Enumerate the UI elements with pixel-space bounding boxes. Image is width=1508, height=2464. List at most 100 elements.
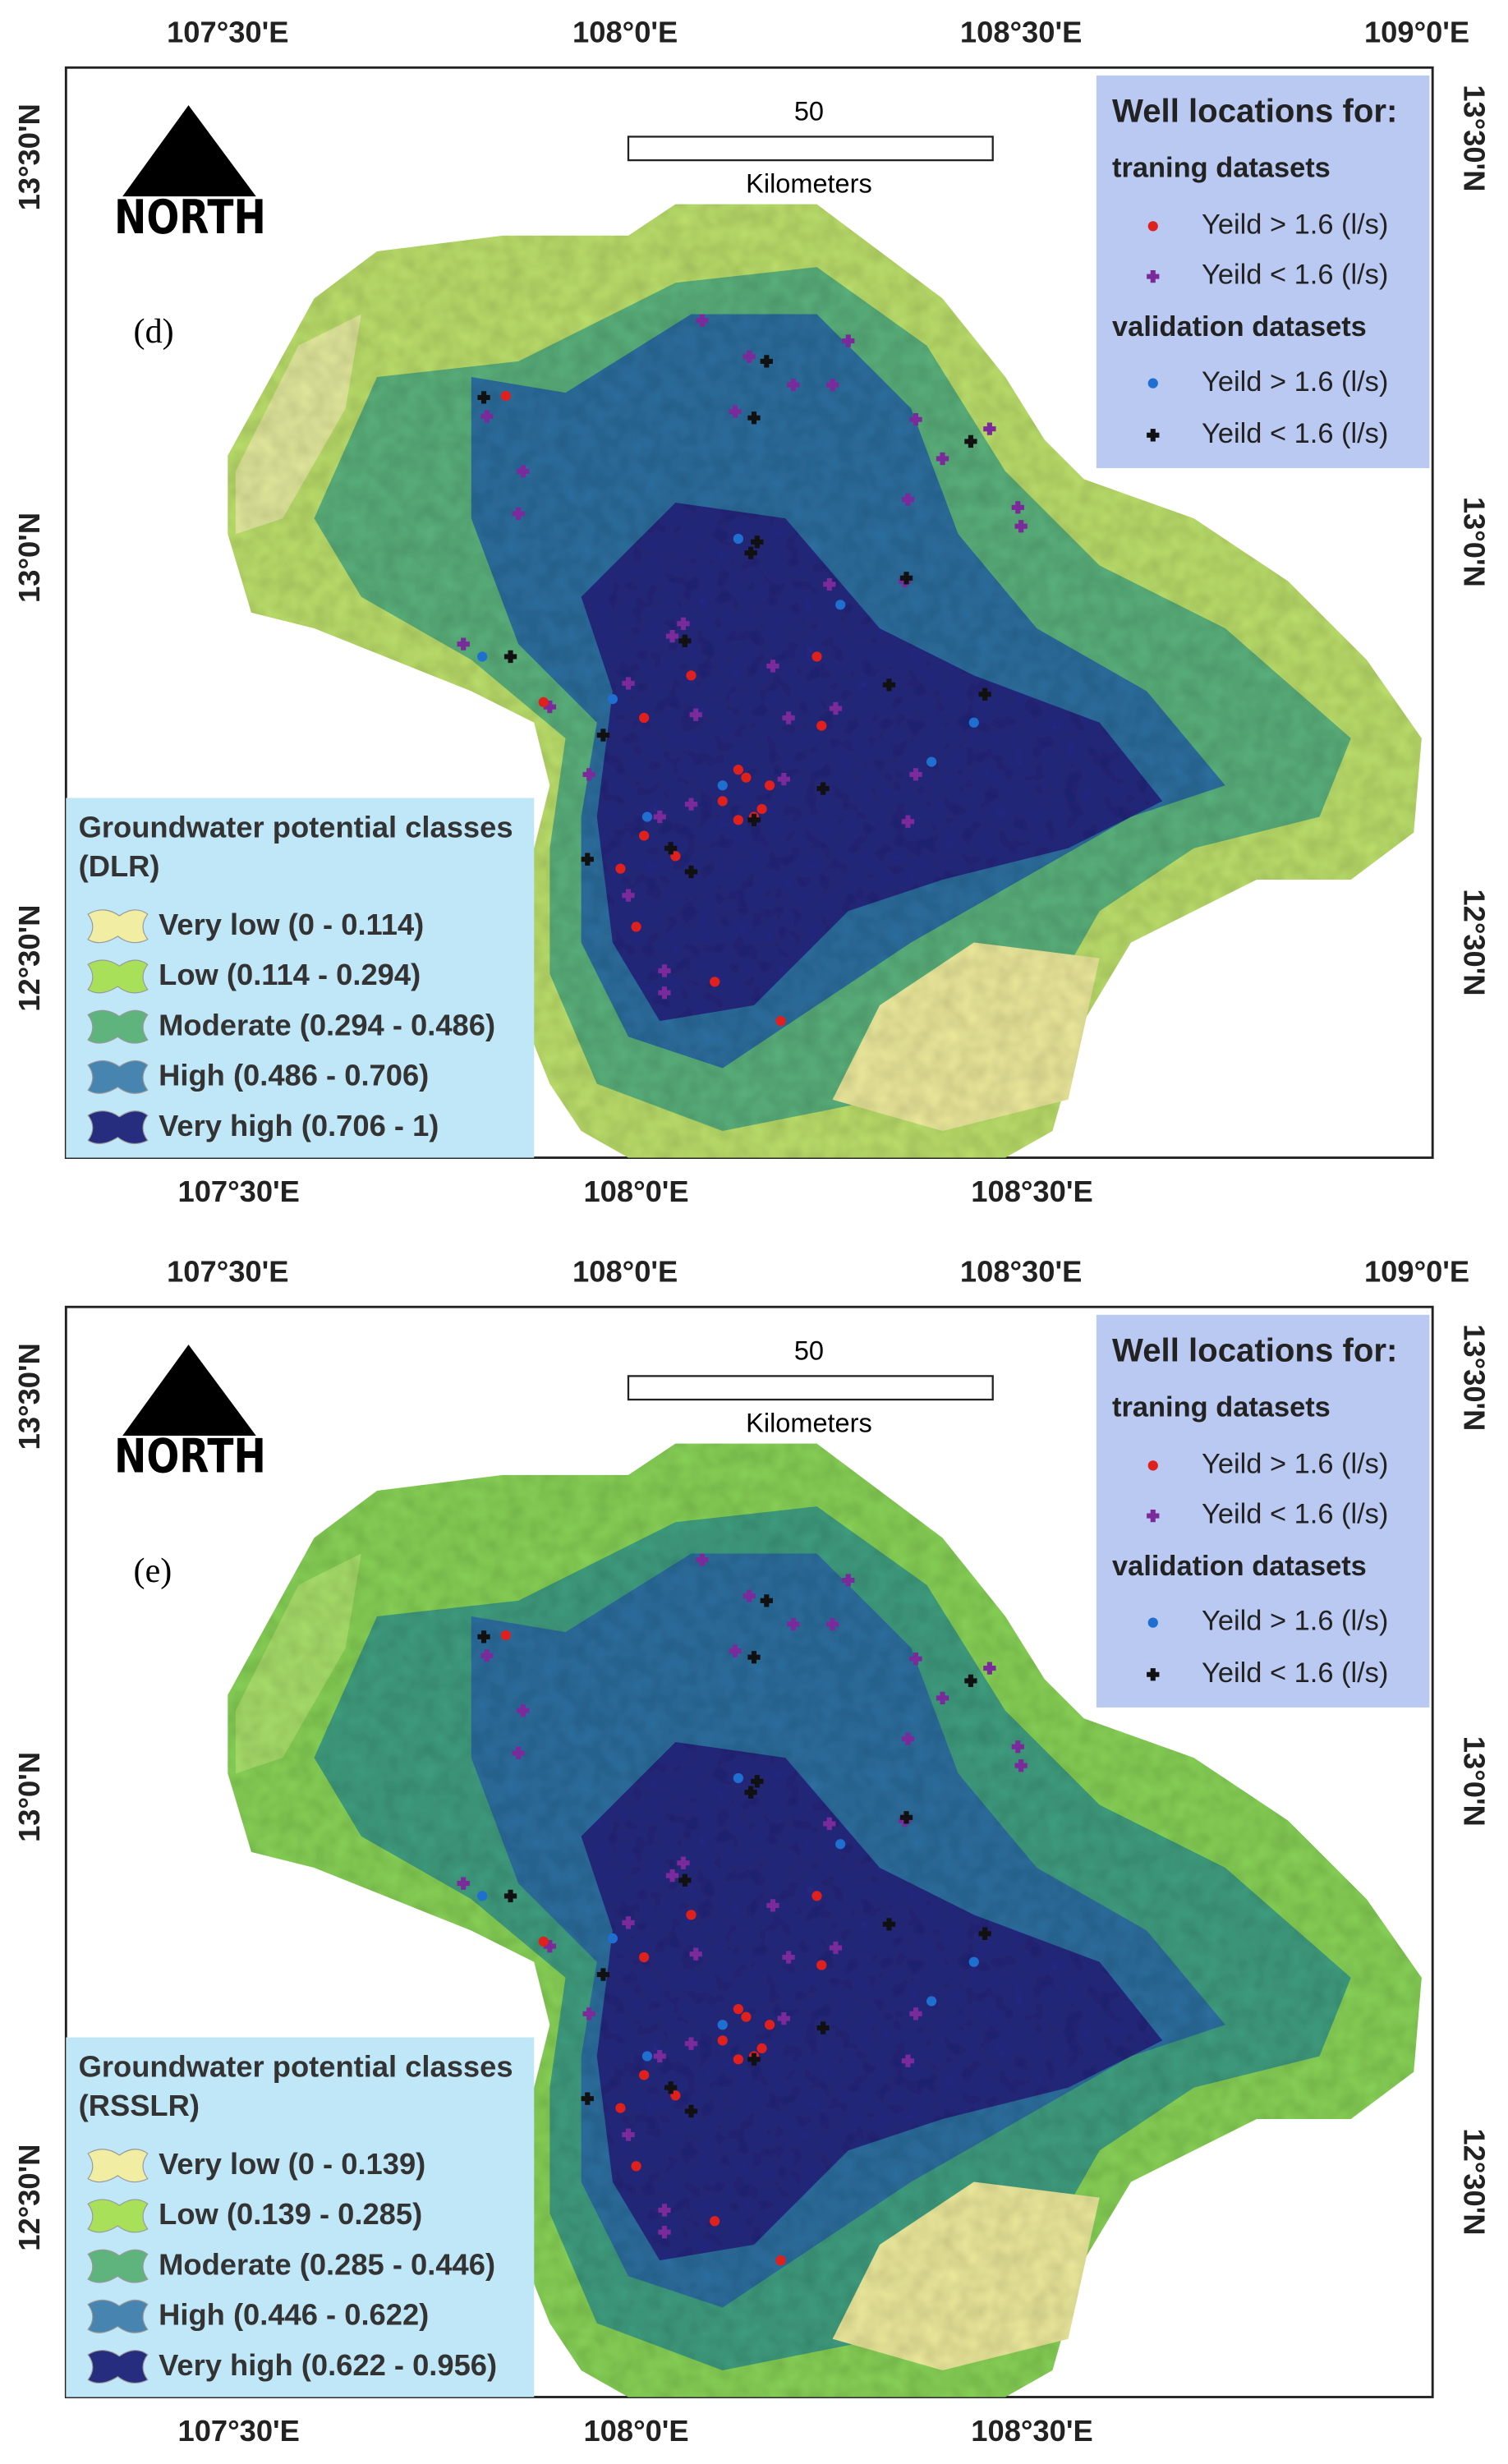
well-marker <box>901 493 915 506</box>
well-marker <box>477 1891 488 1901</box>
scale-unit: Kilometers <box>746 168 872 198</box>
class-legend-box <box>66 2037 535 2397</box>
well-marker <box>978 1927 991 1940</box>
well-marker <box>664 842 678 855</box>
scale-distance: 50 <box>794 96 824 126</box>
north-label: NORTH <box>114 1429 266 1484</box>
region-very-high <box>581 503 1163 1022</box>
class-swatch <box>87 2299 149 2333</box>
well-marker <box>658 964 671 977</box>
well-marker <box>823 1817 836 1831</box>
well-marker <box>607 1933 618 1944</box>
well-marker <box>760 1594 773 1607</box>
well-marker <box>717 780 728 791</box>
class-swatch <box>87 2199 149 2233</box>
axis-label: 107°30'E <box>177 1175 299 1208</box>
well-marker <box>677 1856 690 1869</box>
well-legend-heading: validation datasets <box>1112 311 1367 342</box>
well-marker <box>1011 501 1024 514</box>
well-marker <box>686 670 697 681</box>
panel-label: (d) <box>134 313 174 351</box>
well-marker <box>1147 1509 1160 1523</box>
well-marker <box>825 378 839 392</box>
well-marker <box>842 1574 855 1587</box>
well-marker <box>1147 1668 1160 1681</box>
well-marker <box>829 1941 843 1955</box>
well-marker <box>615 863 626 874</box>
well-marker <box>500 390 511 402</box>
well-marker <box>480 410 494 423</box>
well-marker <box>1014 520 1028 533</box>
class-swatch <box>87 2249 149 2283</box>
north-arrow <box>122 105 256 197</box>
well-marker <box>512 507 525 521</box>
well-marker <box>631 922 641 932</box>
well-marker <box>835 600 846 610</box>
well-marker <box>457 1877 470 1890</box>
map-panel: 107°30'E 108°0'E 108°30'E 109°0'E 107°30'E 10… <box>12 1255 1492 2448</box>
well-marker <box>631 2161 641 2172</box>
well-marker <box>823 577 836 591</box>
well-marker <box>733 2054 743 2065</box>
well-legend-heading: validation datasets <box>1112 1551 1367 1582</box>
region-very-low <box>235 314 361 535</box>
well-marker <box>665 1869 679 1882</box>
class-legend-box <box>66 798 535 1158</box>
well-marker <box>677 617 690 630</box>
well-marker <box>717 796 728 807</box>
well-legend-item: Yeild > 1.6 (l/s) <box>1202 1448 1388 1479</box>
well-marker <box>926 756 937 767</box>
well-marker <box>678 634 692 647</box>
class-swatch <box>87 959 149 994</box>
panel-label: (e) <box>134 1552 172 1590</box>
map-panel: 107°30'E 108°0'E 108°30'E 109°0'E 107°30'E 10… <box>12 16 1492 1208</box>
well-marker <box>582 2007 595 2020</box>
well-marker <box>766 1899 779 1912</box>
well-marker <box>775 1016 786 1027</box>
well-marker <box>639 712 650 724</box>
well-marker <box>901 2054 915 2067</box>
well-marker <box>581 853 594 866</box>
well-marker <box>710 977 720 987</box>
axis-label: 12°30'N <box>12 2145 46 2251</box>
well-marker <box>811 1891 822 1901</box>
well-marker <box>842 334 855 347</box>
well-marker <box>968 717 979 728</box>
well-marker <box>901 1732 915 1745</box>
axis-label: 13°0'N <box>1457 497 1491 587</box>
axis-label: 12°30'N <box>12 905 46 1012</box>
well-marker <box>664 2081 678 2094</box>
well-marker <box>684 2104 698 2118</box>
well-marker <box>1147 1460 1158 1471</box>
well-marker <box>503 650 517 664</box>
well-marker <box>1014 1759 1028 1772</box>
well-marker <box>936 1691 949 1705</box>
well-marker <box>926 1996 937 2007</box>
axis-label: 13°30'N <box>12 103 46 210</box>
class-label: Moderate (0.285 - 0.446) <box>159 2247 495 2281</box>
class-label: Very high (0.706 - 1) <box>159 1109 439 1142</box>
axis-label: 13°30'N <box>1457 1324 1491 1431</box>
well-legend-item: Yeild > 1.6 (l/s) <box>1202 1606 1388 1637</box>
axis-label: 108°30'E <box>971 2414 1092 2448</box>
axis-label: 13°0'N <box>12 1752 46 1842</box>
well-marker <box>477 1630 490 1643</box>
class-label: High (0.446 - 0.622) <box>159 2298 429 2332</box>
well-marker <box>622 889 635 902</box>
well-marker <box>717 2035 728 2046</box>
well-marker <box>689 1947 702 1961</box>
axis-label: 13°30'N <box>12 1343 46 1450</box>
well-marker <box>777 772 790 786</box>
axis-label: 107°30'E <box>167 1255 288 1289</box>
well-marker <box>747 1651 761 1664</box>
axis-label: 12°30'N <box>1457 2128 1491 2235</box>
well-marker <box>741 2011 752 2022</box>
well-marker <box>733 533 743 545</box>
well-marker <box>747 411 761 425</box>
class-swatch <box>87 2350 149 2384</box>
well-marker <box>743 1589 756 1602</box>
axis-label: 109°0'E <box>1364 1255 1469 1289</box>
well-marker <box>901 815 915 828</box>
class-label: Very low (0 - 0.114) <box>159 908 424 941</box>
axis-label: 108°30'E <box>960 1255 1082 1289</box>
